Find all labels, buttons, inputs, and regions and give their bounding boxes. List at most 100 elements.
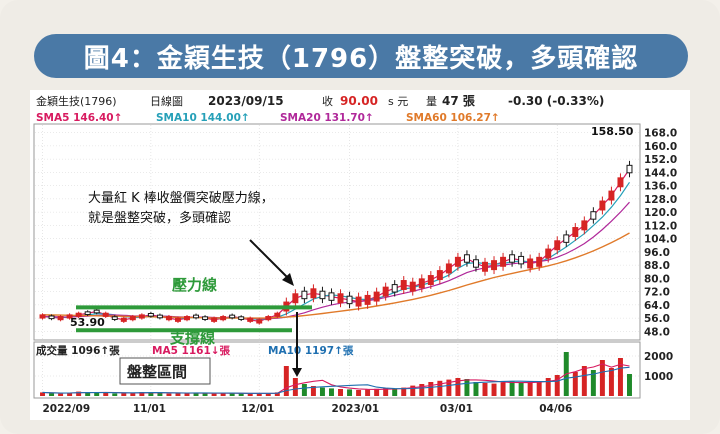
- candle-body: [364, 294, 371, 305]
- candle-body: [328, 292, 335, 301]
- stock-chart: 金穎生技(1796) 日線圖 2023/09/15 收 90.00 s 元 量 …: [33, 94, 677, 415]
- price-tick: 160.0: [644, 141, 677, 153]
- candle-body: [39, 314, 46, 319]
- volume-bar: [617, 358, 623, 396]
- candle-body: [84, 311, 91, 315]
- volume-bar: [130, 392, 136, 396]
- candle-body: [129, 316, 136, 321]
- volume-bar: [148, 392, 154, 396]
- volume-bar: [464, 379, 470, 396]
- volume-bar: [85, 392, 91, 396]
- candle-body: [391, 284, 398, 293]
- candle-body: [626, 164, 633, 174]
- volume-bar: [482, 383, 488, 396]
- candlesticks: [39, 160, 633, 325]
- volume-bar: [166, 393, 172, 396]
- volume-label: 量: [426, 95, 437, 108]
- candle-body: [590, 211, 597, 220]
- date-tick: 04/06: [539, 403, 572, 415]
- volume-bar: [265, 393, 271, 396]
- volume-legend-item: MA10 1197↑張: [268, 345, 354, 357]
- volume-bar: [202, 393, 208, 396]
- candle-body: [608, 190, 615, 201]
- price-unit: s 元: [388, 95, 408, 108]
- breakout-marker-head: [292, 368, 302, 377]
- resistance-label: 壓力線: [172, 276, 217, 294]
- breakout-arrow-head: [282, 273, 294, 286]
- volume-bar: [175, 393, 181, 396]
- support-label: 支撐線: [169, 329, 215, 347]
- volume-bar: [590, 370, 596, 396]
- candle-body: [337, 293, 344, 304]
- volume-bar: [347, 389, 353, 396]
- volume-bar: [220, 393, 226, 396]
- volume-bar: [184, 393, 190, 396]
- volume-bar: [193, 392, 199, 396]
- price-tick: 56.0: [644, 313, 670, 325]
- chart-date: 2023/09/15: [208, 94, 284, 108]
- candle-body: [256, 319, 263, 324]
- price-tick: 128.0: [644, 194, 677, 206]
- volume-bar: [473, 382, 479, 396]
- candle-body: [427, 275, 434, 286]
- chart-header: 金穎生技(1796) 日線圖 2023/09/15 收 90.00 s 元 量 …: [36, 94, 604, 108]
- volume-legend-item: 成交量 1096↑張: [36, 344, 120, 357]
- volume-bar: [112, 393, 118, 396]
- price-tick: 152.0: [644, 154, 677, 166]
- candle-body: [66, 314, 73, 319]
- volume-bar: [157, 393, 163, 396]
- volume-bar: [58, 393, 64, 396]
- candle-body: [355, 296, 362, 307]
- candle-body: [554, 240, 561, 251]
- candle-body: [409, 281, 416, 292]
- price-change: -0.30 (-0.33%): [508, 94, 604, 108]
- candle-body: [563, 234, 570, 243]
- figure-title: 圖4：金穎生技（1796）盤整突破，多頭確認: [34, 34, 688, 78]
- volume-bar: [509, 381, 515, 396]
- candle-body: [445, 263, 452, 274]
- candle-body: [482, 261, 488, 272]
- volume-bar: [383, 388, 389, 396]
- volume-bar: [581, 366, 587, 396]
- price-tick: 104.0: [644, 234, 677, 246]
- candle-body: [472, 259, 479, 268]
- candle-body: [463, 254, 470, 263]
- candle-body: [156, 314, 163, 319]
- candle-body: [319, 290, 326, 300]
- volume-bar: [338, 389, 343, 396]
- volume-ma-lines: [42, 363, 630, 394]
- volume-bar: [238, 393, 244, 396]
- volume-bar: [392, 388, 398, 396]
- ma-legend-item: SMA60 106.27↑: [406, 112, 500, 124]
- period-label: 日線圖: [150, 94, 183, 108]
- candle-body: [247, 317, 254, 322]
- close-label: 收: [322, 94, 333, 108]
- candle-body: [346, 295, 353, 305]
- volume-value: 47 張: [442, 94, 476, 108]
- candle-body: [527, 258, 534, 269]
- volume-bar: [428, 382, 434, 396]
- volume-bar: [419, 384, 425, 396]
- candle-body: [111, 316, 118, 320]
- volume-bar: [437, 380, 443, 396]
- candle-body: [382, 286, 389, 297]
- price-tick: 120.0: [644, 207, 677, 219]
- volume-bar: [365, 389, 371, 396]
- volume-bar: [536, 381, 542, 396]
- volume-bar: [491, 383, 497, 396]
- candle-body: [174, 317, 181, 322]
- candle-body: [102, 312, 109, 317]
- price-tick: 136.0: [644, 181, 677, 193]
- candle-body: [292, 293, 299, 304]
- date-tick: 2022/09: [43, 403, 91, 415]
- breakout-note-line1: 大量紅 K 棒收盤價突破壓力線，: [88, 190, 274, 206]
- ma-legend-item: SMA10 144.00↑: [156, 112, 250, 124]
- breakout-note-line2: 就是盤整突破，多頭確認: [88, 210, 231, 226]
- volume-bar: [518, 382, 524, 396]
- volume-bar: [401, 387, 407, 396]
- candle-body: [165, 316, 172, 321]
- candle-body: [509, 254, 516, 263]
- candle-body: [229, 314, 236, 319]
- candle-body: [238, 316, 245, 320]
